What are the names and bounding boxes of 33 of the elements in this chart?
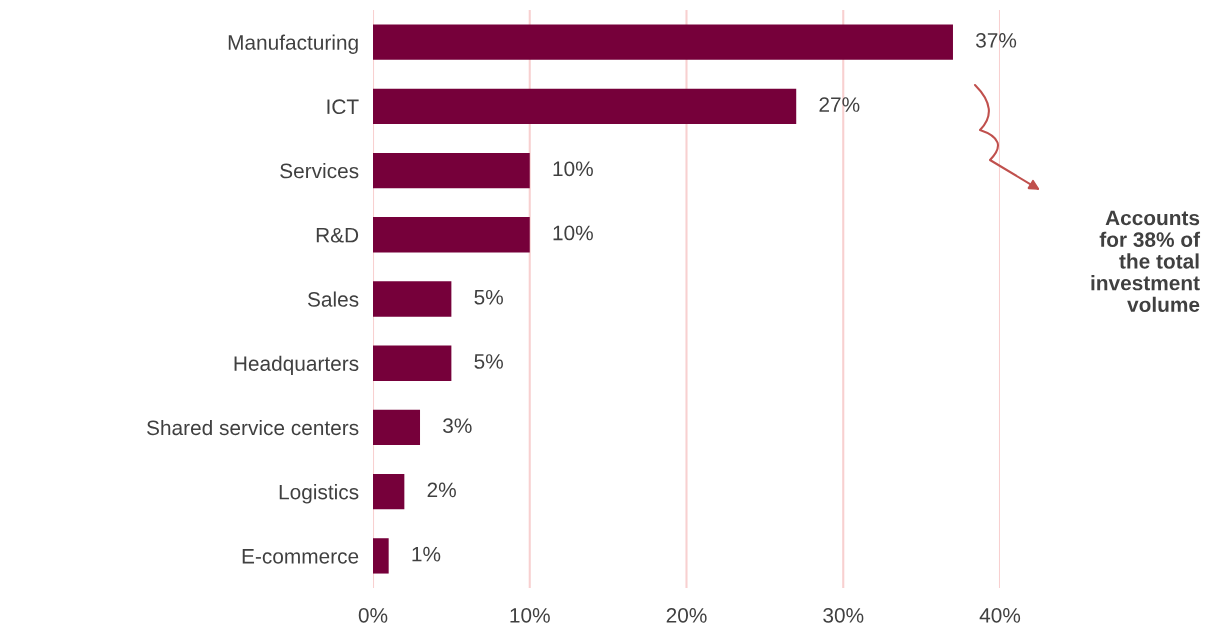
y-tick-label: R&D [316, 227, 359, 243]
y-tick-label: Manufacturing [228, 34, 358, 54]
y-tick-label: ICT [327, 99, 359, 115]
data-label: 10% [553, 161, 593, 177]
data-label: 5% [474, 354, 503, 369]
bar [373, 24, 953, 60]
y-tick-label: Sales [307, 291, 359, 307]
y-tick-label: Services [280, 163, 359, 179]
bar [373, 474, 405, 510]
data-label: 27% [819, 97, 860, 112]
bar [373, 345, 452, 381]
bar [373, 409, 421, 446]
y-tick-label: Headquarters [234, 355, 359, 376]
x-tick-label: 20% [666, 607, 707, 623]
bar [373, 538, 389, 574]
y-tick-label: E-commerce [242, 549, 359, 564]
x-tick-label: 10% [510, 607, 550, 623]
bar [373, 281, 452, 317]
data-label: 5% [474, 289, 503, 305]
bar [373, 152, 530, 189]
data-label: 3% [443, 418, 472, 434]
data-label: 2% [427, 482, 456, 498]
data-label: 10% [553, 225, 593, 241]
bar [373, 88, 797, 124]
x-tick-label: 40% [979, 607, 1021, 623]
data-label: 1% [412, 546, 441, 562]
x-tick-label: 0% [358, 607, 388, 623]
x-tick-label: 30% [823, 607, 864, 623]
y-tick-label: Shared service centers [147, 419, 359, 436]
y-tick-label: Logistics [279, 484, 359, 504]
text: Accounts for 38% of the total investment volume [1091, 210, 1201, 313]
bar [373, 217, 530, 253]
data-label: 37% [975, 32, 1017, 48]
